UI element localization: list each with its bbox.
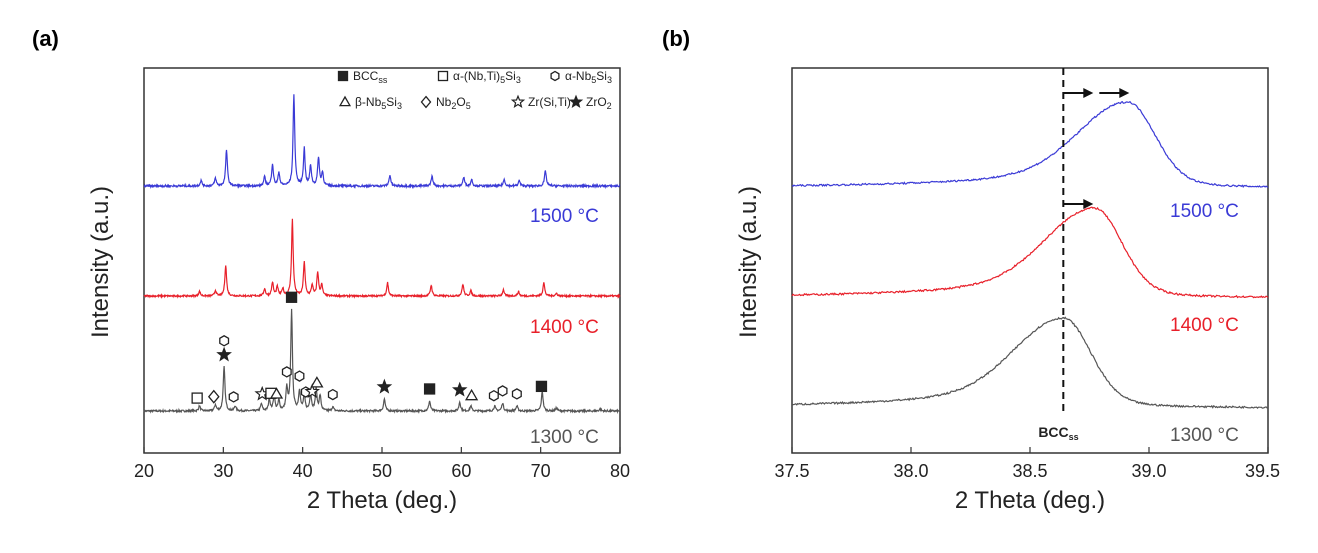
b-x-ticks: 37.5 38.0 38.5 39.0 39.5 xyxy=(774,447,1280,481)
a-legend: BCCss α-(Nb,Ti)5Si3 α-Nb5Si3 β-Nb5Si3 Nb2O5 Z… xyxy=(337,69,612,111)
a-series-labels: 1300 °C 1400 °C 1500 °C xyxy=(530,206,599,448)
xrd-curve-a-1 xyxy=(143,218,621,300)
b-tick-label-0: 37.5 xyxy=(774,461,809,481)
phase-marker-square-filled-icon xyxy=(285,291,298,303)
b-series-label-1: 1400 °C xyxy=(1170,315,1239,336)
shift-arrow-1400-head xyxy=(1083,199,1094,209)
b-series-label-2: 1500 °C xyxy=(1170,201,1239,222)
a-phase-markers xyxy=(191,291,548,404)
phase-marker-diamond-icon xyxy=(207,389,220,404)
a-y-axis-title: Intensity (a.u.) xyxy=(87,186,114,338)
panel-label-b: (b) xyxy=(662,26,690,51)
a-tick-label-3: 50 xyxy=(372,461,392,481)
shift-arrow-1500-b-head xyxy=(1119,88,1130,98)
phase-marker-hexagon-icon xyxy=(488,389,499,402)
legend-label-5: Zr(Si,Ti) xyxy=(528,95,571,109)
phase-marker-square-filled-icon xyxy=(535,380,548,393)
phase-marker-hexagon-icon xyxy=(497,385,508,397)
phase-marker-triangle-icon xyxy=(464,388,479,401)
legend-square-filled-icon xyxy=(337,70,349,82)
a-tick-label-2: 40 xyxy=(293,461,313,481)
panel-label-a: (a) xyxy=(32,26,59,51)
b-shift-arrows xyxy=(1063,88,1130,209)
a-series-label-0: 1300 °C xyxy=(530,427,599,448)
a-tick-label-1: 30 xyxy=(213,461,233,481)
phase-marker-hexagon-icon xyxy=(327,388,338,401)
legend-square-open-icon xyxy=(437,70,449,82)
phase-marker-hexagon-icon xyxy=(281,366,292,378)
b-tick-label-2: 38.5 xyxy=(1012,461,1047,481)
a-series-label-1: 1400 °C xyxy=(530,317,599,338)
legend-label-0: BCCss xyxy=(353,69,388,85)
legend-label-3: β-Nb5Si3 xyxy=(355,95,402,111)
xrd-curve-a-0 xyxy=(143,308,621,415)
a-x-axis-title: 2 Theta (deg.) xyxy=(307,487,457,514)
a-x-ticks: 20 30 40 50 60 70 80 xyxy=(134,447,630,481)
phase-marker-star-filled-icon xyxy=(376,378,393,394)
phase-marker-triangle-icon xyxy=(269,387,284,399)
b-y-axis-title: Intensity (a.u.) xyxy=(735,186,762,338)
xrd-curve-b-0 xyxy=(791,316,1269,409)
a-tick-label-0: 20 xyxy=(134,461,154,481)
legend-triangle-icon xyxy=(338,95,352,107)
b-tick-label-4: 39.5 xyxy=(1245,461,1280,481)
legend-label-1: α-(Nb,Ti)5Si3 xyxy=(453,69,521,85)
legend-label-2: α-Nb5Si3 xyxy=(565,69,612,85)
a-curves xyxy=(143,94,621,415)
phase-marker-star-open-icon xyxy=(304,383,321,399)
plot-frame-b xyxy=(791,67,1269,454)
phase-marker-star-filled-icon xyxy=(216,346,232,362)
xrd-curve-b-1 xyxy=(791,206,1269,299)
shift-arrow-1500-a-head xyxy=(1083,88,1094,98)
legend-hexagon-icon xyxy=(550,70,560,82)
legend-label-6: ZrO2 xyxy=(586,95,612,111)
xrd-curve-b-2 xyxy=(791,100,1269,189)
a-series-label-2: 1500 °C xyxy=(530,206,599,227)
a-tick-label-5: 70 xyxy=(531,461,551,481)
phase-marker-hexagon-icon xyxy=(228,391,239,403)
b-reference-line: BCCss xyxy=(1038,68,1079,442)
legend-diamond-icon xyxy=(420,95,432,109)
phase-marker-triangle-icon xyxy=(310,376,324,388)
phase-marker-hexagon-icon xyxy=(511,388,522,400)
b-tick-label-3: 39.0 xyxy=(1131,461,1166,481)
chart-panel-a: BCCss α-(Nb,Ti)5Si3 α-Nb5Si3 β-Nb5Si3 Nb2O5 Z… xyxy=(87,67,630,514)
b-series-label-0: 1300 °C xyxy=(1170,425,1239,446)
phase-marker-hexagon-icon xyxy=(219,335,230,347)
xrd-curve-a-2 xyxy=(143,94,621,190)
b-tick-label-1: 38.0 xyxy=(893,461,928,481)
bcc-reference-label: BCCss xyxy=(1038,424,1078,442)
phase-marker-square-filled-icon xyxy=(423,383,436,395)
phase-marker-star-filled-icon xyxy=(452,381,468,397)
chart-panel-b: BCCss 37.5 38.0 38.5 39.0 39.5 1300 °C 1400 °… xyxy=(735,67,1280,514)
legend-label-4: Nb2O5 xyxy=(436,95,471,111)
a-tick-label-4: 60 xyxy=(451,461,471,481)
phase-marker-square-open-icon xyxy=(191,392,203,404)
phase-marker-hexagon-icon xyxy=(294,370,305,382)
b-series-labels: 1300 °C 1400 °C 1500 °C xyxy=(1170,201,1239,446)
legend-star-filled-icon xyxy=(568,94,584,109)
legend-star-open-icon xyxy=(510,94,526,109)
b-x-axis-title: 2 Theta (deg.) xyxy=(955,487,1105,514)
a-tick-label-6: 80 xyxy=(610,461,630,481)
b-curves xyxy=(791,100,1269,409)
